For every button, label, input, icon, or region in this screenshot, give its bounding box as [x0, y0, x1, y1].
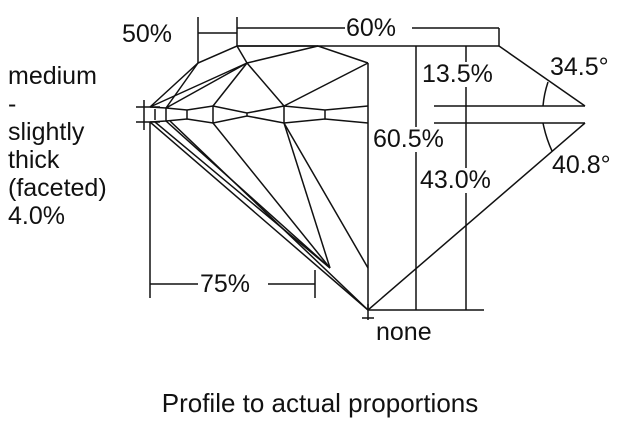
girdle-label-line: (faceted)	[8, 174, 107, 202]
crown-height-label: 13.5%	[421, 60, 494, 88]
table-span-label: 50%	[122, 20, 173, 48]
girdle-label-line: medium	[8, 62, 97, 90]
dimension-lines	[136, 17, 586, 320]
lower-half-label: 75%	[200, 270, 251, 298]
caption: Profile to actual proportions	[161, 388, 479, 418]
girdle-label-line: -	[8, 90, 17, 118]
crown-angle-label: 34.5°	[550, 53, 609, 81]
pavilion-angle-label: 40.8°	[552, 151, 611, 179]
crown-facets	[149, 45, 369, 310]
girdle	[149, 105, 369, 124]
culet-label: none	[376, 318, 432, 346]
girdle-label: medium - slightly thick (faceted) 4.0%	[8, 62, 107, 230]
table-size-label: 60%	[346, 14, 397, 42]
girdle-label-line: slightly	[8, 118, 85, 146]
total-depth-label: 60.5%	[372, 125, 445, 153]
girdle-label-line: 4.0%	[8, 202, 65, 230]
pavilion-facets	[149, 120, 369, 311]
girdle-label-line: thick	[8, 146, 60, 174]
pavilion-depth-label: 43.0%	[419, 166, 492, 194]
